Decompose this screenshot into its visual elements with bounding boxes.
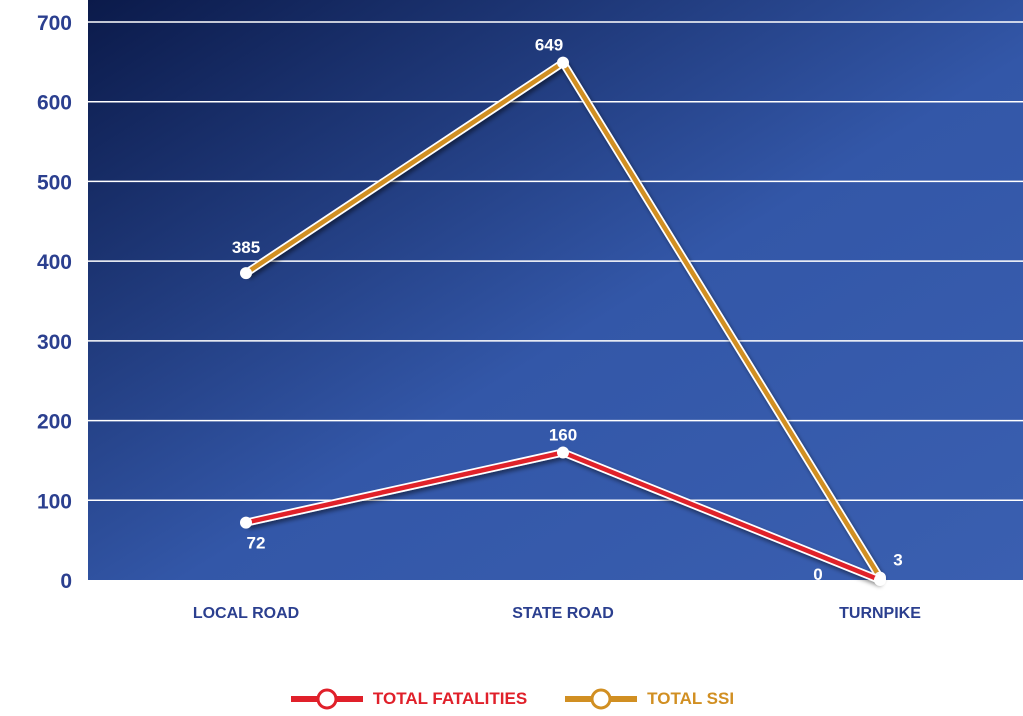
y-tick-label: 300 — [37, 331, 72, 354]
legend-fatalities-marker — [316, 688, 338, 710]
data-point — [557, 446, 569, 459]
plot-area — [88, 0, 1023, 580]
x-tick-label: LOCAL ROAD — [193, 605, 299, 622]
y-tick-label: 600 — [37, 92, 72, 115]
y-tick-label: 500 — [37, 171, 72, 194]
y-tick-label: 700 — [37, 12, 72, 35]
x-tick-label: STATE ROAD — [512, 605, 614, 622]
data-label: 160 — [549, 425, 577, 444]
legend-fatalities-icon — [290, 688, 363, 710]
legend-label-ssi: TOTAL SSI — [647, 689, 735, 708]
legend-item-fatalities: TOTAL FATALITIES — [289, 687, 527, 711]
data-label: 72 — [247, 534, 266, 553]
data-point — [240, 267, 252, 280]
data-point — [557, 56, 569, 69]
series-layer — [240, 56, 886, 586]
y-tick-label: 200 — [37, 411, 72, 434]
gridlines — [88, 21, 1023, 502]
legend-ssi-icon — [565, 688, 638, 710]
x-axis: LOCAL ROAD STATE ROAD TURNPIKE — [193, 605, 921, 622]
data-label: 649 — [535, 36, 563, 55]
y-tick-label: 400 — [37, 251, 72, 274]
legend-ssi-marker — [590, 688, 612, 710]
legend-label-fatalities: TOTAL FATALITIES — [372, 689, 528, 708]
data-label: 0 — [813, 565, 822, 584]
data-label: 385 — [232, 238, 260, 257]
x-tick-label: TURNPIKE — [839, 605, 921, 622]
legend-item-ssi: TOTAL SSI — [563, 687, 734, 711]
data-label: 3 — [893, 551, 902, 570]
legend: TOTAL FATALITIES TOTAL SSI — [0, 686, 1023, 712]
data-point — [874, 574, 886, 586]
data-point — [240, 516, 252, 529]
y-tick-label: 0 — [60, 570, 72, 593]
y-axis: 0 100 200 300 400 500 600 700 — [37, 12, 72, 593]
chart-canvas: 0 100 200 300 400 500 600 700 LOCAL ROAD STATE R… — [37, 0, 1023, 622]
data-labels: 72 160 0 385 649 3 — [232, 36, 903, 584]
y-tick-label: 100 — [37, 490, 72, 513]
